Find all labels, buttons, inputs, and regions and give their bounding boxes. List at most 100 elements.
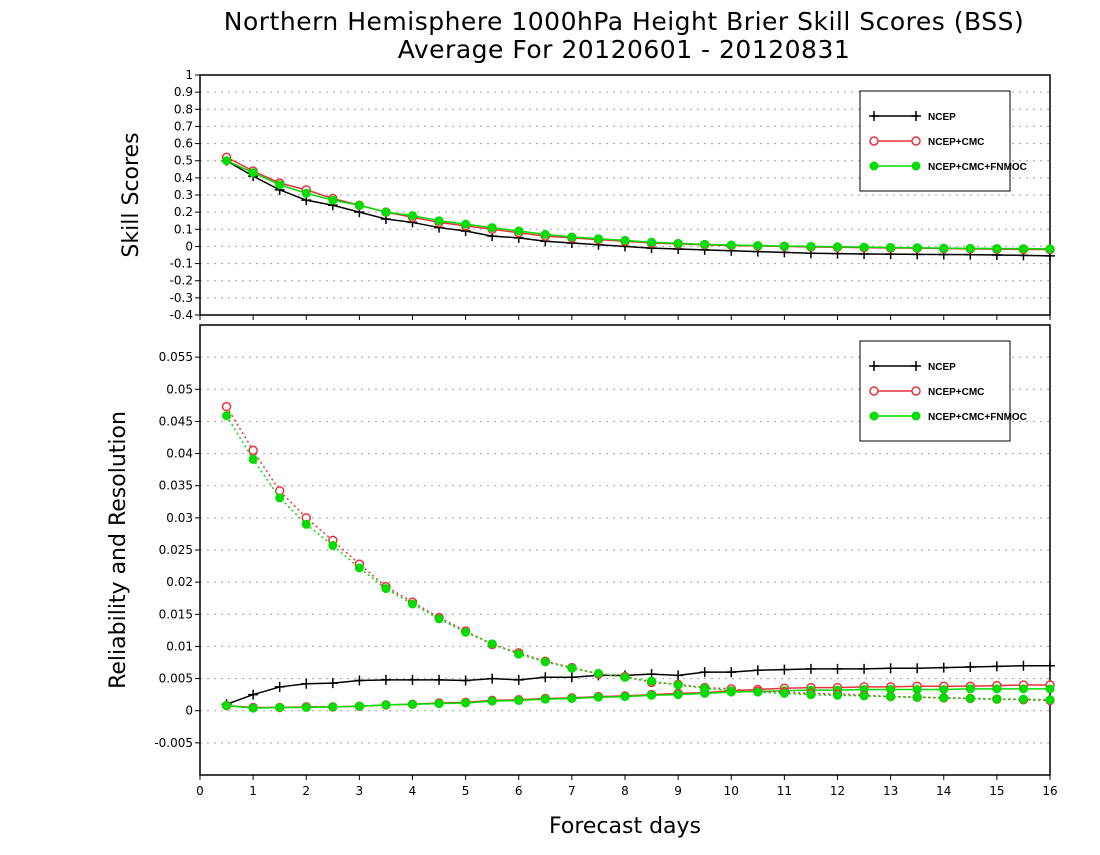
data-point (726, 240, 736, 250)
legend-label: NCEP (928, 362, 956, 373)
legend-marker (869, 411, 879, 421)
data-point (647, 690, 657, 700)
legend-marker (911, 361, 921, 371)
legend-marker (911, 111, 921, 121)
data-point (700, 683, 710, 693)
data-point (832, 663, 843, 674)
data-point (275, 703, 285, 712)
data-point (859, 691, 869, 701)
x-tick-label: 10 (724, 784, 739, 798)
data-point (222, 156, 232, 166)
data-point (912, 685, 922, 694)
data-point (301, 678, 312, 689)
data-point (992, 694, 1002, 704)
data-point (460, 675, 471, 686)
data-point (673, 238, 683, 248)
data-point (301, 519, 311, 529)
y-tick-label: 0.045 (159, 414, 193, 428)
data-point (408, 599, 417, 609)
y-tick-label: 1 (185, 68, 193, 82)
data-point (327, 678, 338, 689)
y-tick-label: -0.2 (170, 274, 193, 288)
data-point (514, 649, 524, 659)
y-tick-label: 0.9 (174, 85, 193, 99)
data-point (222, 701, 232, 711)
data-point (328, 702, 338, 712)
legend-marker (869, 136, 879, 146)
data-point (992, 684, 1002, 694)
y-tick-label: 0.7 (174, 119, 193, 133)
data-point (567, 232, 577, 242)
data-point (248, 445, 258, 456)
data-point (487, 696, 497, 706)
data-point (275, 493, 285, 503)
plot-frame (199, 324, 1051, 776)
data-point (833, 242, 842, 252)
y-tick-label: -0.3 (170, 291, 193, 305)
data-point (301, 703, 311, 712)
data-point (593, 234, 603, 244)
data-point (726, 686, 736, 696)
data-point (620, 235, 630, 245)
y-tick-label: 0.015 (159, 607, 193, 621)
data-point (408, 211, 417, 221)
y-tick-label: 0.2 (174, 205, 193, 219)
data-point (1018, 660, 1029, 671)
data-point (1018, 244, 1028, 254)
x-tick-label: 16 (1042, 784, 1057, 798)
data-point (991, 661, 1002, 672)
data-point (408, 699, 417, 709)
data-point (487, 223, 497, 233)
y-tick-label: 0 (185, 704, 193, 718)
data-point (514, 695, 524, 705)
data-point (833, 690, 842, 700)
x-tick-label: 12 (830, 784, 845, 798)
series-line-ncep-cmc-fnmoc (225, 415, 1051, 701)
data-point (275, 180, 285, 190)
y-tick-label: 0.3 (174, 188, 193, 202)
x-tick-label: 9 (674, 784, 682, 798)
data-point (1045, 684, 1055, 694)
legend-marker (869, 386, 879, 396)
legend: NCEP NCEP+CMC NCEP+CMC+FNMOC (859, 90, 1027, 192)
data-point (806, 690, 816, 700)
data-point (328, 195, 338, 205)
data-point (514, 226, 524, 236)
y-tick-label: 0.1 (174, 222, 193, 236)
chart-title-line1: Northern Hemisphere 1000hPa Height Brier… (224, 7, 1024, 36)
data-point (620, 672, 630, 682)
data-point (700, 239, 710, 249)
y-tick-label: -0.4 (170, 308, 193, 322)
data-point (380, 674, 391, 685)
data-point (354, 200, 364, 210)
data-point (886, 692, 896, 702)
chart-title-line2: Average For 20120601 - 20120831 (398, 35, 851, 64)
data-point (992, 243, 1002, 253)
data-point (886, 242, 896, 252)
data-point (381, 207, 391, 217)
series-line-ncep-cmc (225, 406, 1051, 702)
legend-label: NCEP+CMC+FNMOC (928, 412, 1027, 423)
x-tick-label: 2 (302, 784, 310, 798)
legend-marker (869, 161, 879, 171)
data-point (939, 685, 949, 694)
legend-label: NCEP+CMC (928, 387, 984, 398)
y-tick-label: 0.035 (159, 479, 193, 493)
plot-panel-1: 1 0.9 0.8 0.7 0.6 0.5 0.4 0.3 0.2 0.1 0 -0.1 -0.2 -0.… (170, 68, 1055, 322)
data-point (859, 663, 870, 674)
data-point (461, 627, 471, 637)
x-tick-label: 0 (196, 784, 204, 798)
data-point (566, 672, 577, 683)
data-point (752, 665, 763, 676)
data-point (461, 219, 471, 229)
x-tick-label: 5 (462, 784, 470, 798)
series-line-ncep-cmc-fnmoc (226, 688, 1050, 709)
legend-marker (869, 111, 879, 121)
legend-marker (869, 361, 879, 371)
y-tick-label: 0.025 (159, 543, 193, 557)
legend: NCEP NCEP+CMC NCEP+CMC+FNMOC (859, 340, 1027, 442)
y-tick-label: 0.02 (166, 575, 193, 589)
y-tick-label: 0.4 (174, 171, 193, 185)
data-point (965, 662, 976, 672)
